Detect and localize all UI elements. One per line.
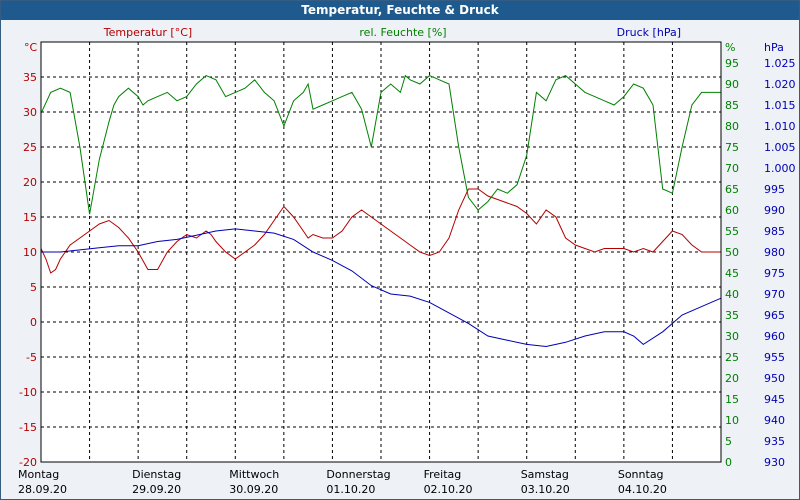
x-date-label: 30.09.20 (229, 483, 278, 496)
humidity-tick-label: 65 (725, 183, 739, 196)
pressure-tick-label: 935 (764, 435, 785, 448)
pressure-tick-label: 1.015 (764, 99, 796, 112)
pressure-tick-label: 1.020 (764, 78, 796, 91)
x-date-label: 28.09.20 (18, 483, 67, 496)
pressure-tick-label: 995 (764, 183, 785, 196)
pressure-tick-label: 970 (764, 288, 785, 301)
series-lines (40, 74, 722, 348)
humidity-series-line (40, 74, 721, 215)
temperature-tick-label: 20 (23, 176, 37, 189)
temperature-tick-label: 10 (23, 246, 37, 259)
temperature-tick-label: 5 (30, 281, 37, 294)
pressure-tick-label: 965 (764, 309, 785, 322)
humidity-tick-label: 90 (725, 78, 739, 91)
pressure-tick-label: 945 (764, 393, 785, 406)
humidity-tick-label: 35 (725, 309, 739, 322)
temperature-tick-label: -15 (19, 421, 37, 434)
pressure-tick-label: 985 (764, 225, 785, 238)
x-day-label: Montag (18, 468, 59, 481)
humidity-tick-label: 5 (725, 435, 732, 448)
temperature-tick-label: 30 (23, 106, 37, 119)
humidity-tick-label: 95 (725, 57, 739, 70)
chart-title: Temperatur, Feuchte & Druck (1, 1, 799, 20)
pressure-tick-label: 950 (764, 372, 785, 385)
humidity-tick-label: 60 (725, 204, 739, 217)
pressure-tick-label: 980 (764, 246, 785, 259)
pressure-tick-label: 1.025 (764, 57, 796, 70)
plot-border (40, 41, 722, 463)
humidity-tick-label: 70 (725, 162, 739, 175)
pressure-axis-title: Druck [hPa] (617, 26, 681, 39)
humidity-tick-label: 40 (725, 288, 739, 301)
humidity-tick-label: 15 (725, 393, 739, 406)
x-date-label: 03.10.20 (521, 483, 570, 496)
humidity-axis-title: rel. Feuchte [%] (359, 26, 446, 39)
x-day-label: Mittwoch (229, 468, 279, 481)
pressure-tick-label: 940 (764, 414, 785, 427)
humidity-tick-label: 55 (725, 225, 739, 238)
humidity-tick-label: 30 (725, 330, 739, 343)
x-day-label: Freitag (424, 468, 462, 481)
humidity-tick-label: 10 (725, 414, 739, 427)
pressure-tick-label: 1.000 (764, 162, 796, 175)
temperature-tick-label: 25 (23, 141, 37, 154)
pressure-tick-label: 930 (764, 456, 785, 469)
pressure-tick-label: 975 (764, 267, 785, 280)
humidity-tick-label: 45 (725, 267, 739, 280)
grid (41, 42, 721, 462)
x-day-label: Sonntag (618, 468, 664, 481)
humidity-tick-label: 25 (725, 351, 739, 364)
pressure-tick-label: 1.010 (764, 120, 796, 133)
pressure-tick-label: 960 (764, 330, 785, 343)
pressure-series-line (41, 228, 722, 348)
temperature-tick-label: 0 (30, 316, 37, 329)
x-date-label: 01.10.20 (326, 483, 375, 496)
pressure-tick-label: 955 (764, 351, 785, 364)
humidity-unit-label: % (725, 41, 735, 54)
pressure-tick-label: 990 (764, 204, 785, 217)
x-day-label: Samstag (521, 468, 569, 481)
temperature-axis-title: Temperatur [°C] (103, 26, 192, 39)
pressure-unit-label: hPa (764, 41, 784, 54)
temperature-series-line (40, 188, 721, 274)
x-date-label: 02.10.20 (424, 483, 473, 496)
temperature-unit-label: °C (24, 41, 38, 54)
humidity-tick-label: 20 (725, 372, 739, 385)
axis-tick-labels: 35302520151050-5-10-15-20959085807570656… (18, 57, 796, 496)
humidity-tick-label: 75 (725, 141, 739, 154)
humidity-tick-label: 0 (725, 456, 732, 469)
x-day-label: Donnerstag (326, 468, 390, 481)
humidity-tick-label: 50 (725, 246, 739, 259)
x-date-label: 29.09.20 (132, 483, 181, 496)
x-day-label: Dienstag (132, 468, 181, 481)
temperature-tick-label: -10 (19, 386, 37, 399)
humidity-tick-label: 80 (725, 120, 739, 133)
x-date-label: 04.10.20 (618, 483, 667, 496)
temperature-tick-label: 15 (23, 211, 37, 224)
temperature-tick-label: 35 (23, 71, 37, 84)
temperature-tick-label: -5 (26, 351, 37, 364)
humidity-tick-label: 85 (725, 99, 739, 112)
temperature-tick-label: -20 (19, 456, 37, 469)
pressure-tick-label: 1.005 (764, 141, 796, 154)
